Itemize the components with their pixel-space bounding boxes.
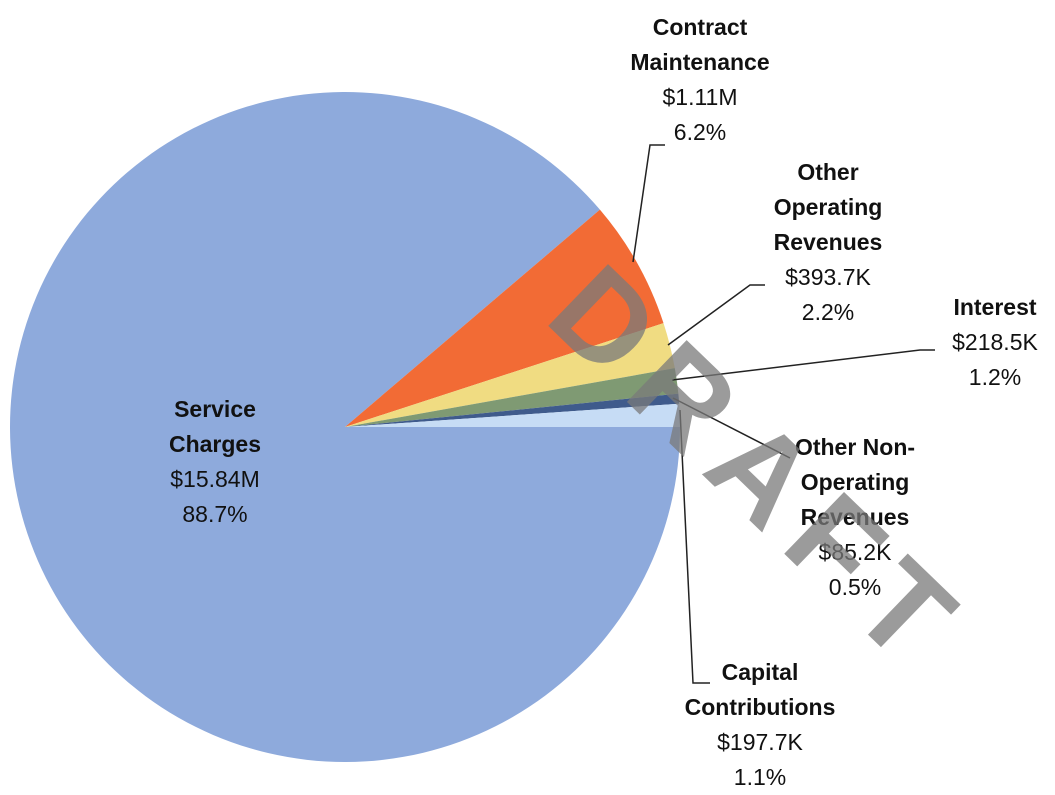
slice-label: Capital Contributions $197.7K 1.1% — [660, 655, 860, 795]
value-label: $218.5K — [952, 329, 1038, 355]
percent-label: 1.1% — [733, 764, 787, 790]
percent-label: 88.7% — [182, 501, 248, 527]
leader-line — [632, 144, 665, 263]
slice-label: Service Charges $15.84M 88.7% — [150, 392, 280, 532]
leader-line — [672, 397, 791, 459]
category-name: Other Non-Operating Revenues — [794, 434, 916, 530]
percent-label: 1.2% — [968, 364, 1022, 390]
slice-label: Interest $218.5K 1.2% — [920, 290, 1055, 395]
leader-line — [671, 349, 935, 381]
category-name: Service Charges — [168, 396, 262, 457]
percent-label: 2.2% — [801, 299, 855, 325]
category-name: Capital Contributions — [684, 659, 836, 720]
category-name: Other Operating Revenues — [773, 159, 883, 255]
value-label: $85.2K — [818, 539, 892, 565]
leader-line — [667, 284, 765, 346]
pie-slice — [345, 323, 675, 427]
pie-slice — [10, 91, 681, 762]
pie-slice — [345, 393, 680, 427]
pie-slice — [345, 209, 664, 427]
category-name: Interest — [953, 294, 1037, 320]
slice-label: Other Operating Revenues $393.7K 2.2% — [753, 155, 903, 330]
value-label: $15.84M — [170, 466, 260, 492]
percent-label: 0.5% — [828, 574, 882, 600]
pie-slice — [345, 403, 680, 427]
value-label: $393.7K — [785, 264, 871, 290]
leader-line — [679, 409, 710, 684]
pie-slice — [345, 368, 679, 427]
value-label: $197.7K — [717, 729, 803, 755]
slice-label: Contract Maintenance $1.11M 6.2% — [605, 10, 795, 150]
percent-label: 6.2% — [673, 119, 727, 145]
value-label: $1.11M — [662, 84, 738, 110]
category-name: Contract Maintenance — [630, 14, 770, 75]
slice-label: Other Non-Operating Revenues $85.2K 0.5% — [780, 430, 930, 605]
